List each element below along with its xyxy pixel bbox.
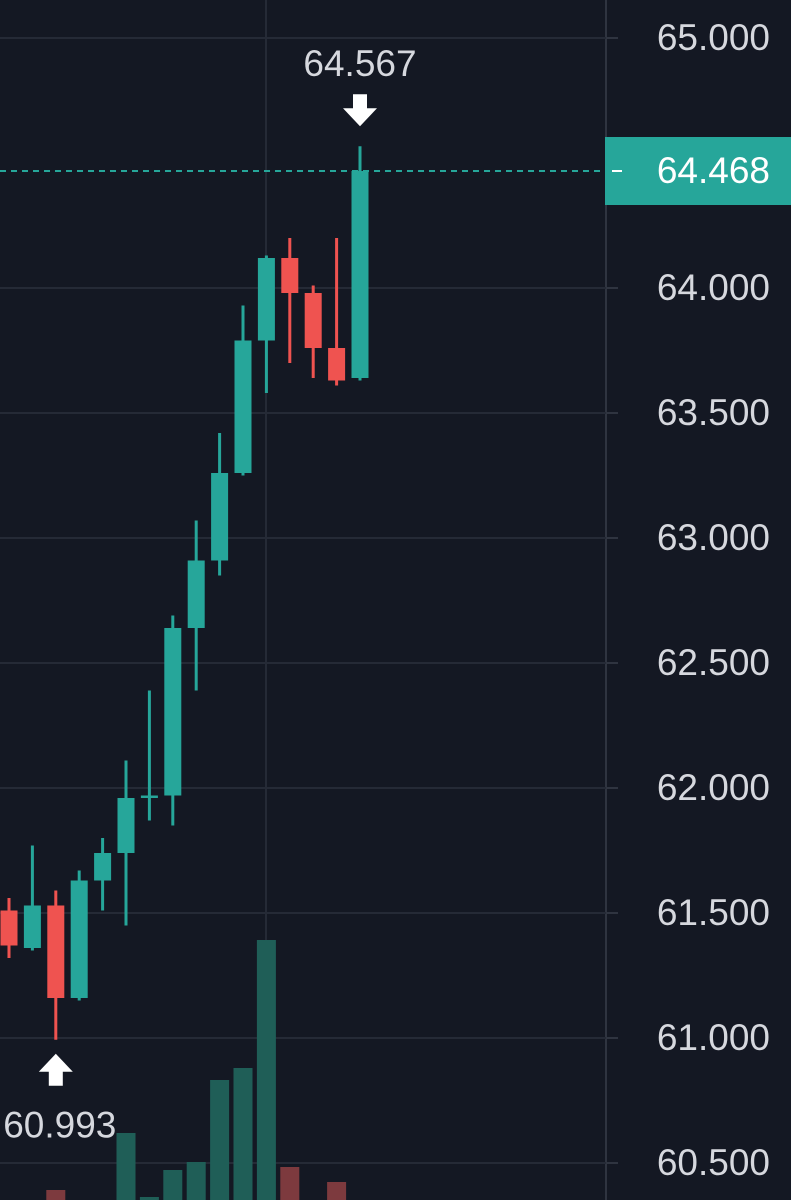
y-tick-label: 61.500 xyxy=(657,892,770,933)
volume-bar xyxy=(139,1197,159,1200)
candle-body xyxy=(304,293,322,348)
candle-body xyxy=(351,171,369,378)
volume-bar xyxy=(46,1190,66,1200)
candle-body xyxy=(187,560,205,628)
volume-bar xyxy=(163,1170,183,1200)
candle-body xyxy=(47,905,65,998)
candle-body xyxy=(23,905,41,948)
volume-bar xyxy=(210,1080,230,1200)
volume-bar xyxy=(280,1167,300,1200)
candle-body xyxy=(328,348,346,381)
high-arrow xyxy=(343,94,377,127)
y-tick-label: 65.000 xyxy=(657,17,770,58)
candle-body xyxy=(94,853,112,881)
candle-body xyxy=(0,910,18,946)
volume-bar xyxy=(233,1068,253,1200)
volume-bar xyxy=(116,1133,136,1200)
low-label: 60.993 xyxy=(3,1105,116,1146)
candle-body xyxy=(211,473,229,561)
high-label: 64.567 xyxy=(303,43,416,84)
candle-body xyxy=(117,798,135,853)
candle-body xyxy=(257,258,275,341)
candle-body xyxy=(140,795,158,798)
y-tick-label: 63.500 xyxy=(657,392,770,433)
y-tick-label: 60.500 xyxy=(657,1142,770,1183)
candle-body xyxy=(281,258,299,293)
volume-bar xyxy=(327,1182,347,1200)
y-tick-label: 63.000 xyxy=(657,517,770,558)
last-price-label: 64.468 xyxy=(657,150,770,191)
low-arrow xyxy=(38,1053,73,1086)
volume-bar xyxy=(256,940,276,1200)
candle-body xyxy=(234,340,252,473)
candle-body xyxy=(70,880,88,998)
volume-bar xyxy=(186,1162,206,1200)
last-price-box xyxy=(605,137,791,205)
y-tick-label: 64.000 xyxy=(657,267,770,308)
candle-body xyxy=(164,628,182,796)
y-tick-label: 61.000 xyxy=(657,1017,770,1058)
y-tick-label: 62.000 xyxy=(657,767,770,808)
y-tick-label: 62.500 xyxy=(657,642,770,683)
